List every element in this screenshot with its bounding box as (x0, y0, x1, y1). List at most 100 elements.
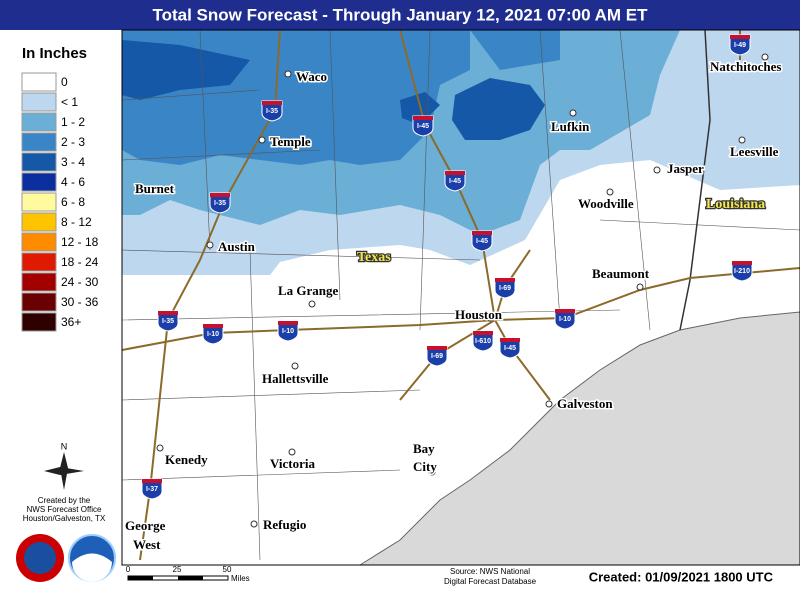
gulf-of-mexico (358, 311, 800, 566)
interstate-shield-top (142, 479, 162, 483)
office-credit: NWS Forecast Office (27, 505, 103, 514)
interstate-shield (277, 320, 299, 342)
interstate-label: I-69 (499, 285, 511, 292)
city-label: Woodville (578, 196, 634, 211)
legend-swatch (21, 72, 57, 92)
legend-label: 4 - 6 (61, 175, 85, 189)
compass (44, 452, 84, 490)
interstate-shield-top (732, 261, 752, 265)
legend-swatch (21, 112, 57, 132)
interstate-label: I-210 (734, 268, 750, 275)
city-dot (569, 109, 577, 117)
city-label: Beaumont (592, 266, 650, 281)
legend-label: 30 - 36 (61, 295, 99, 309)
city-label: Austin (218, 239, 256, 254)
source: Digital Forecast Database (444, 577, 537, 586)
legend-label: 0 (61, 75, 68, 89)
legend-swatch (21, 272, 57, 292)
interstate-shield (554, 308, 576, 330)
city-dot (250, 520, 258, 528)
interstate-shield-top (427, 346, 447, 350)
city-dot (288, 448, 296, 456)
interstate-layer: I-35 I-35 I-35 I-45 I-45 I-45 I-45 I-10 I-10 I-10… (141, 34, 753, 500)
city-label: Hallettsville (262, 371, 329, 386)
city-label: La Grange (278, 283, 339, 298)
interstate-label: I-610 (475, 338, 491, 345)
interstate-shield-top (262, 101, 282, 105)
city-label: Waco (296, 69, 327, 84)
interstate-shield (731, 260, 753, 282)
scale-bar: 0 25 50 Miles (126, 565, 250, 583)
interstate-shield (472, 330, 494, 352)
interstate-shield (157, 310, 179, 332)
legend-swatch (21, 292, 57, 312)
legend-label: 6 - 8 (61, 195, 85, 209)
city-label: Kenedy (165, 452, 208, 467)
city-label: Leesville (730, 144, 779, 159)
interstate-shield-top (445, 171, 465, 175)
interstate-shield (261, 100, 283, 122)
legend-label: 36+ (61, 315, 81, 329)
city-label: Natchitoches (710, 59, 782, 74)
interstate-shield (444, 170, 466, 192)
snow-area-3-4 (452, 78, 545, 140)
legend-swatch (21, 172, 57, 192)
interstate-label: I-10 (559, 316, 571, 323)
city-label: Bay (413, 441, 435, 456)
office-credit: Created by the (38, 496, 91, 505)
city-label: Jasper (667, 161, 704, 176)
interstate-shield-top (158, 311, 178, 315)
city-label: Temple (270, 134, 311, 149)
interstate-shield-top (555, 309, 575, 313)
legend: In Inches 0 < 1 1 - 2 2 - 3 3 - 4 4 - 6 6 - 8 8… (21, 45, 99, 332)
legend-label: < 1 (61, 95, 78, 109)
scale-label: 25 (173, 565, 182, 574)
scale-bar (128, 576, 153, 580)
snow-area-2-3 (470, 30, 560, 70)
north-label: N (61, 441, 68, 451)
interstate-shield (499, 337, 521, 359)
interstate-label: I-49 (734, 42, 746, 49)
interstate-label: I-10 (207, 331, 219, 338)
interstate-label: I-37 (146, 486, 158, 493)
city-dot (258, 136, 266, 144)
interstate-shield (412, 115, 434, 137)
title: Total Snow Forecast - Through January 12… (152, 5, 648, 24)
legend-label: 12 - 18 (61, 235, 99, 249)
city-dot (545, 400, 553, 408)
interstate-shield (494, 277, 516, 299)
interstate-label: I-10 (282, 328, 294, 335)
city-dot (428, 468, 436, 476)
county-lines (121, 29, 800, 561)
city-label: West (133, 537, 161, 552)
scale-label: 0 (126, 565, 131, 574)
interstate-label: I-69 (431, 353, 443, 360)
legend-label: 2 - 3 (61, 135, 85, 149)
city-label: Victoria (270, 456, 315, 471)
interstate-shield (426, 345, 448, 367)
north-arrow: N (44, 441, 84, 490)
legend-swatch (21, 132, 57, 152)
city-label: Refugio (263, 517, 306, 532)
interstate-label: I-35 (214, 200, 226, 207)
interstate-shield-top (730, 35, 750, 39)
state-label: Texas (357, 250, 391, 265)
legend-label: 8 - 12 (61, 215, 92, 229)
interstate-shield-top (495, 278, 515, 282)
nws-logo (24, 542, 56, 574)
interstate-shield-top (210, 193, 230, 197)
legend-title: In Inches (22, 45, 87, 62)
legend-swatch (21, 252, 57, 272)
city-label: Lufkin (551, 119, 590, 134)
interstate-shield-top (473, 331, 493, 335)
city-label: City (413, 459, 437, 474)
interstate-shield-top (500, 338, 520, 342)
interstate-label: I-35 (266, 108, 278, 115)
city-layer: Waco Temple Burnet Austin La Grange Hall… (124, 53, 783, 553)
legend-swatch (21, 152, 57, 172)
city-dot (653, 166, 661, 174)
interstate-shield (202, 323, 224, 345)
interstate-label: I-45 (476, 238, 488, 245)
legend-label: 3 - 4 (61, 155, 85, 169)
